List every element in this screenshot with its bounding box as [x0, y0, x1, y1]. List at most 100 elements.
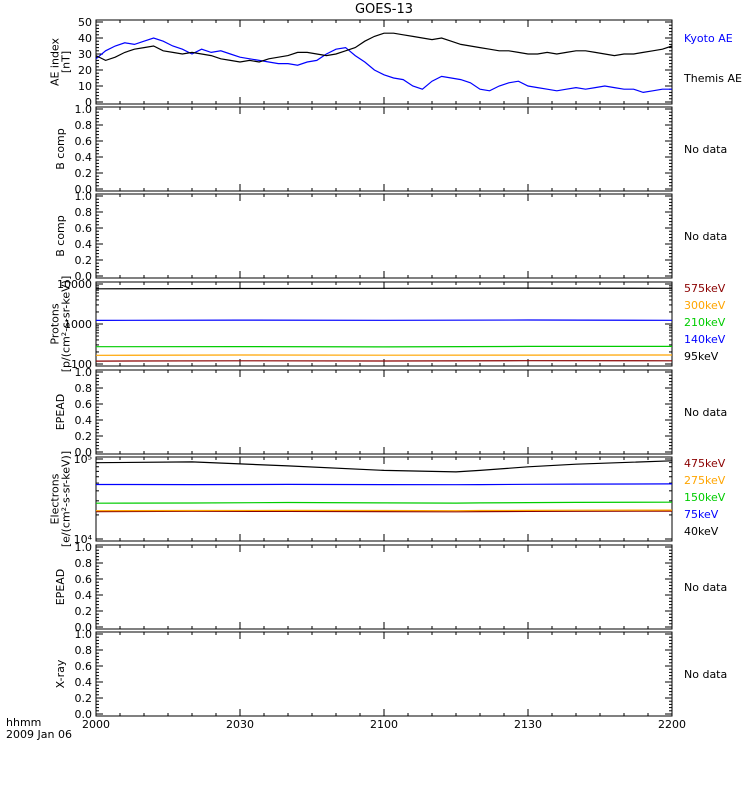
panel-frame — [95, 19, 673, 105]
y-tick-label: 0.8 — [75, 382, 93, 395]
y-tick-label: 0.0 — [75, 446, 93, 459]
y-axis-label: [e/(cm²-s-sr-keV)] — [60, 451, 73, 547]
y-tick-label: 20 — [78, 64, 92, 77]
y-tick-label: 10 — [78, 80, 92, 93]
x-tick-label: 2030 — [226, 718, 254, 731]
panel-frame — [95, 106, 673, 192]
y-tick-label: 0.8 — [75, 119, 93, 132]
series-line-475kev — [95, 510, 673, 513]
y-tick-label: 1.0 — [75, 541, 93, 554]
y-axis-label: EPEAD — [54, 394, 67, 431]
no-data-label: No data — [684, 406, 727, 419]
legend-label: Kyoto AE — [684, 32, 733, 45]
panel-frame — [95, 456, 673, 542]
panel-4: 0.0 0.2 0.4 0.6 0.8 1.0 EPEAD No data — [54, 366, 727, 459]
no-data-label: No data — [684, 143, 727, 156]
series-line-95kev — [95, 287, 673, 290]
y-tick-label: 0.6 — [75, 660, 93, 673]
x-tick-label: 2100 — [370, 718, 398, 731]
panel-3: 100 1000 10000 Protons[p/(cm²-s-sr-keV)] 575… — [49, 276, 726, 373]
y-tick-label: 50 — [78, 16, 92, 29]
y-tick-label: 0.8 — [75, 557, 93, 570]
y-tick-label: 0.2 — [75, 430, 93, 443]
y-tick-label: 0.2 — [75, 254, 93, 267]
y-tick-label: 1.0 — [75, 103, 93, 116]
y-tick-label: 0.2 — [75, 605, 93, 618]
panel-7: 0.0 0.2 0.4 0.6 0.8 1.0 X-ray No data — [54, 628, 727, 721]
y-tick-label: 1.0 — [75, 190, 93, 203]
legend-label: 575keV — [684, 282, 726, 295]
series-line-275kev — [95, 509, 673, 512]
series-line-210kev — [95, 345, 672, 348]
y-tick-label: 0.0 — [75, 708, 93, 721]
legend-label: 40keV — [684, 525, 719, 538]
legend-label: 210keV — [684, 316, 726, 329]
panel-0: 0 10 20 30 40 50 AE index[nT] Kyoto AE Themis AE — [49, 16, 742, 109]
y-tick-label: 100 — [71, 358, 92, 371]
y-tick-label: 0.4 — [75, 414, 93, 427]
y-tick-label: 10⁴ — [74, 533, 93, 546]
y-axis-label: Electrons — [49, 473, 62, 524]
panel-6: 0.0 0.2 0.4 0.6 0.8 1.0 EPEAD No data — [54, 541, 727, 634]
date-label: 2009 Jan 06 — [6, 728, 72, 741]
y-tick-label: 0 — [85, 96, 92, 109]
panel-frame — [95, 544, 673, 630]
series-line-75kev — [95, 483, 673, 486]
y-tick-label: 0.0 — [75, 183, 93, 196]
panel-frame — [95, 369, 673, 455]
x-tick-label: 2130 — [514, 718, 542, 731]
y-tick-label: 10000 — [57, 278, 92, 291]
y-tick-label: 1.0 — [75, 628, 93, 641]
legend-label: 300keV — [684, 299, 726, 312]
y-axis-label: B comp — [54, 215, 67, 257]
y-axis-label: B comp — [54, 128, 67, 170]
panel-2: 0.0 0.2 0.4 0.6 0.8 1.0 B comp No data — [54, 190, 727, 283]
series-line-themis-ae — [95, 32, 673, 63]
no-data-label: No data — [684, 230, 727, 243]
y-axis-label: EPEAD — [54, 569, 67, 606]
y-tick-label: 0.6 — [75, 135, 93, 148]
series-line-40kev — [95, 460, 673, 473]
y-tick-label: 0.8 — [75, 206, 93, 219]
y-tick-label: 0.2 — [75, 167, 93, 180]
y-axis-label: X-ray — [54, 659, 67, 688]
time-axis-label: hhmm — [6, 716, 41, 729]
panel-1: 0.0 0.2 0.4 0.6 0.8 1.0 B comp No data — [54, 103, 727, 196]
y-tick-label: 0.0 — [75, 621, 93, 634]
no-data-label: No data — [684, 581, 727, 594]
x-axis-tick-labels: 2000 2030 2100 2130 2200 — [82, 718, 686, 731]
y-tick-label: 30 — [78, 48, 92, 61]
panel-5: 10⁴ 10⁵ Electrons[e/(cm²-s-sr-keV)] 475keV 2… — [49, 451, 726, 547]
legend-label: 150keV — [684, 491, 726, 504]
y-tick-label: 0.4 — [75, 589, 93, 602]
legend-label: Themis AE — [683, 72, 742, 85]
y-tick-label: 0.4 — [75, 238, 93, 251]
y-tick-label: 0.4 — [75, 151, 93, 164]
legend-label: 140keV — [684, 333, 726, 346]
y-axis-label: AE index — [49, 37, 62, 86]
legend-label: 75keV — [684, 508, 719, 521]
y-tick-label: 0.8 — [75, 644, 93, 657]
y-tick-label: 0.6 — [75, 398, 93, 411]
legend-label: 95keV — [684, 350, 719, 363]
series-line-kyoto-ae — [95, 37, 672, 94]
panel-frame — [95, 193, 673, 279]
y-axis-label: Protons — [49, 303, 62, 344]
y-tick-label: 0.0 — [75, 270, 93, 283]
chart-title: GOES-13 — [355, 2, 413, 17]
y-tick-label: 10⁵ — [74, 453, 92, 466]
y-tick-label: 0.2 — [75, 692, 93, 705]
y-tick-label: 0.6 — [75, 222, 93, 235]
y-tick-label: 40 — [78, 32, 92, 45]
y-tick-label: 0.6 — [75, 573, 93, 586]
panel-frame — [95, 281, 673, 367]
no-data-label: No data — [684, 668, 727, 681]
y-axis-label: [p/(cm²-s-sr-keV)] — [60, 276, 73, 373]
y-axis-label: [nT] — [60, 51, 73, 73]
y-tick-label: 1.0 — [75, 366, 93, 379]
panels: 0 10 20 30 40 50 AE index[nT] Kyoto AE Themis AE… — [49, 16, 742, 721]
y-tick-label: 1000 — [64, 318, 92, 331]
legend-label: 275keV — [684, 474, 726, 487]
x-tick-label: 2000 — [82, 718, 110, 731]
